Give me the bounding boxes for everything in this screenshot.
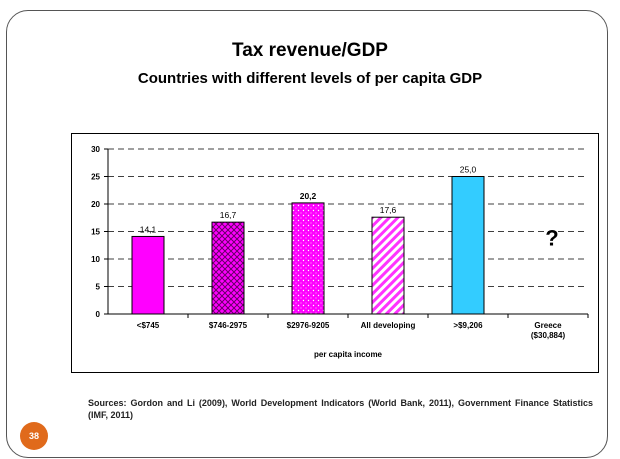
y-tick-label: 10: [91, 255, 100, 264]
x-category-label: ($30,884): [531, 331, 566, 340]
bar: [131, 235, 165, 315]
page-number-badge: 38: [20, 422, 48, 450]
x-axis-title: per capita income: [314, 350, 383, 359]
chart-area: 0 5 10 15 20 25 30 14,1 <$745 16,7 $746-2975 20,2 $2…: [71, 133, 599, 373]
x-category-label: All developing: [361, 321, 416, 330]
y-tick-label: 20: [91, 200, 100, 209]
x-category-label: Greece: [534, 321, 562, 330]
x-category-label: >$9,206: [453, 321, 483, 330]
bar: [371, 216, 405, 315]
slide-subtitle: Countries with different levels of per c…: [137, 70, 483, 87]
sources-note: Sources: Gordon and Li (2009), World Dev…: [88, 398, 593, 420]
bar: [451, 176, 485, 315]
bar-chart: 0 5 10 15 20 25 30 14,1 <$745 16,7 $746-2975 20,2 $2…: [91, 145, 589, 359]
y-tick-label: 30: [91, 145, 100, 154]
x-category-label: <$745: [137, 321, 160, 330]
bar-value-label: 17,6: [380, 205, 397, 215]
x-category-label: $746-2975: [209, 321, 248, 330]
y-tick-label: 25: [91, 173, 100, 182]
y-tick-label: 5: [96, 283, 101, 292]
x-category-label: $2976-9205: [287, 321, 330, 330]
y-tick-label: 0: [96, 310, 101, 319]
bar-value-label: 25,0: [460, 165, 477, 175]
bar-value-label: 14,1: [140, 224, 157, 234]
slide-title: Tax revenue/GDP: [232, 40, 388, 61]
bar: [291, 202, 325, 315]
bar-value-label: 16,7: [220, 210, 237, 220]
unknown-value-label: ?: [545, 225, 558, 250]
bar-value-label: 20,2: [300, 191, 317, 201]
y-tick-label: 15: [91, 228, 100, 237]
bar: [211, 221, 245, 315]
